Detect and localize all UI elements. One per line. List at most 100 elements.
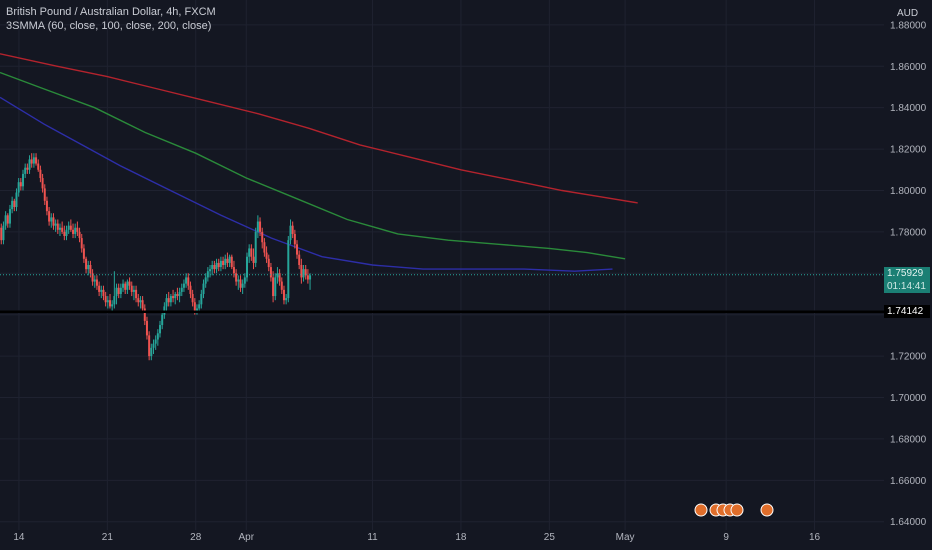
candle xyxy=(241,279,244,294)
candle xyxy=(126,279,129,294)
candle-body xyxy=(26,167,29,170)
candle xyxy=(37,159,40,172)
candle-body xyxy=(285,298,288,301)
candle xyxy=(169,293,172,307)
time-tick-label: 9 xyxy=(723,532,729,543)
economic-events[interactable] xyxy=(694,503,774,517)
candle xyxy=(276,267,279,284)
candle xyxy=(22,169,25,191)
candle-body xyxy=(41,178,44,189)
candle-body xyxy=(141,300,144,309)
candle-body xyxy=(189,285,192,294)
candle-body xyxy=(287,240,290,299)
candle-body xyxy=(185,277,188,284)
candle xyxy=(104,291,107,307)
candle xyxy=(152,339,155,355)
candle xyxy=(289,219,292,245)
time-tick-label: 18 xyxy=(455,532,467,543)
candle-body xyxy=(45,200,48,212)
candle xyxy=(226,252,229,268)
candle xyxy=(93,275,96,288)
candle xyxy=(43,184,46,205)
candle-body xyxy=(52,217,55,226)
candle xyxy=(167,291,170,307)
candle-body xyxy=(165,298,168,307)
candle-body xyxy=(180,287,183,292)
candle-body xyxy=(230,256,233,268)
candle-body xyxy=(130,285,133,292)
candle-body xyxy=(239,279,242,288)
event-icon-uk-2[interactable] xyxy=(760,503,774,517)
event-icon-au-4[interactable] xyxy=(730,503,744,517)
candle xyxy=(69,219,72,232)
candle-body xyxy=(217,262,220,268)
candle xyxy=(41,173,44,193)
candle-body xyxy=(172,296,175,299)
candle-body xyxy=(50,217,53,222)
candle-body xyxy=(93,279,96,282)
candle-body xyxy=(69,225,72,230)
candle xyxy=(185,273,188,288)
candle-body xyxy=(19,182,22,187)
candle xyxy=(180,283,183,297)
candle-body xyxy=(202,283,205,294)
candle xyxy=(189,281,192,299)
candle xyxy=(17,178,20,197)
candle-body xyxy=(302,269,305,278)
candle-body xyxy=(222,260,225,265)
candle xyxy=(78,227,81,243)
time-axis[interactable]: 14 21 28 Apr 11 18 25 May 9 16 xyxy=(13,532,820,543)
candle xyxy=(58,223,61,237)
candle xyxy=(250,244,253,261)
candle xyxy=(128,277,131,290)
candle-body xyxy=(265,252,268,259)
candle-body xyxy=(56,223,59,230)
candle xyxy=(52,213,55,230)
candle-body xyxy=(58,227,61,230)
candle xyxy=(130,281,133,297)
candle xyxy=(95,275,98,290)
candle-body xyxy=(30,159,33,164)
candle xyxy=(304,265,307,280)
candle xyxy=(48,207,51,226)
candle xyxy=(80,233,83,253)
candle-body xyxy=(224,258,227,265)
candle-body xyxy=(43,188,46,201)
candle-body xyxy=(54,223,57,226)
price-tick-label: 1.78000 xyxy=(890,227,927,238)
event-icon-uk-1[interactable] xyxy=(694,503,708,517)
candle-body xyxy=(102,289,105,297)
candle-body xyxy=(161,314,164,326)
time-tick-label: 16 xyxy=(809,532,821,543)
candle-body xyxy=(182,283,185,288)
candle-body xyxy=(65,229,68,237)
candle xyxy=(265,246,268,263)
candle-body xyxy=(119,287,122,294)
candle-body xyxy=(193,302,196,311)
candle-body xyxy=(243,277,246,284)
time-tick-label: 11 xyxy=(367,532,378,543)
candle-body xyxy=(6,215,9,224)
price-tick-label: 1.66000 xyxy=(890,476,927,487)
symbol-title[interactable]: British Pound / Australian Dollar, 4h, F… xyxy=(6,6,216,18)
candle-body xyxy=(122,283,125,288)
candle xyxy=(296,240,299,259)
candle xyxy=(165,293,168,311)
candle-body xyxy=(211,265,214,270)
indicator-label[interactable]: 3SMMA (60, close, 100, close, 200, close… xyxy=(6,20,212,32)
candle xyxy=(115,283,118,305)
candle xyxy=(0,223,3,245)
candle-body xyxy=(274,277,277,297)
candle xyxy=(213,260,216,274)
candle xyxy=(278,269,281,286)
chart-grid xyxy=(0,0,884,530)
time-tick-label: 28 xyxy=(190,532,202,543)
candle-body xyxy=(85,258,88,270)
candle-body xyxy=(15,192,18,208)
candle xyxy=(161,310,164,330)
candle xyxy=(293,229,296,249)
candle-body xyxy=(232,267,235,274)
candle-body xyxy=(108,300,111,307)
candle-body xyxy=(152,343,155,348)
